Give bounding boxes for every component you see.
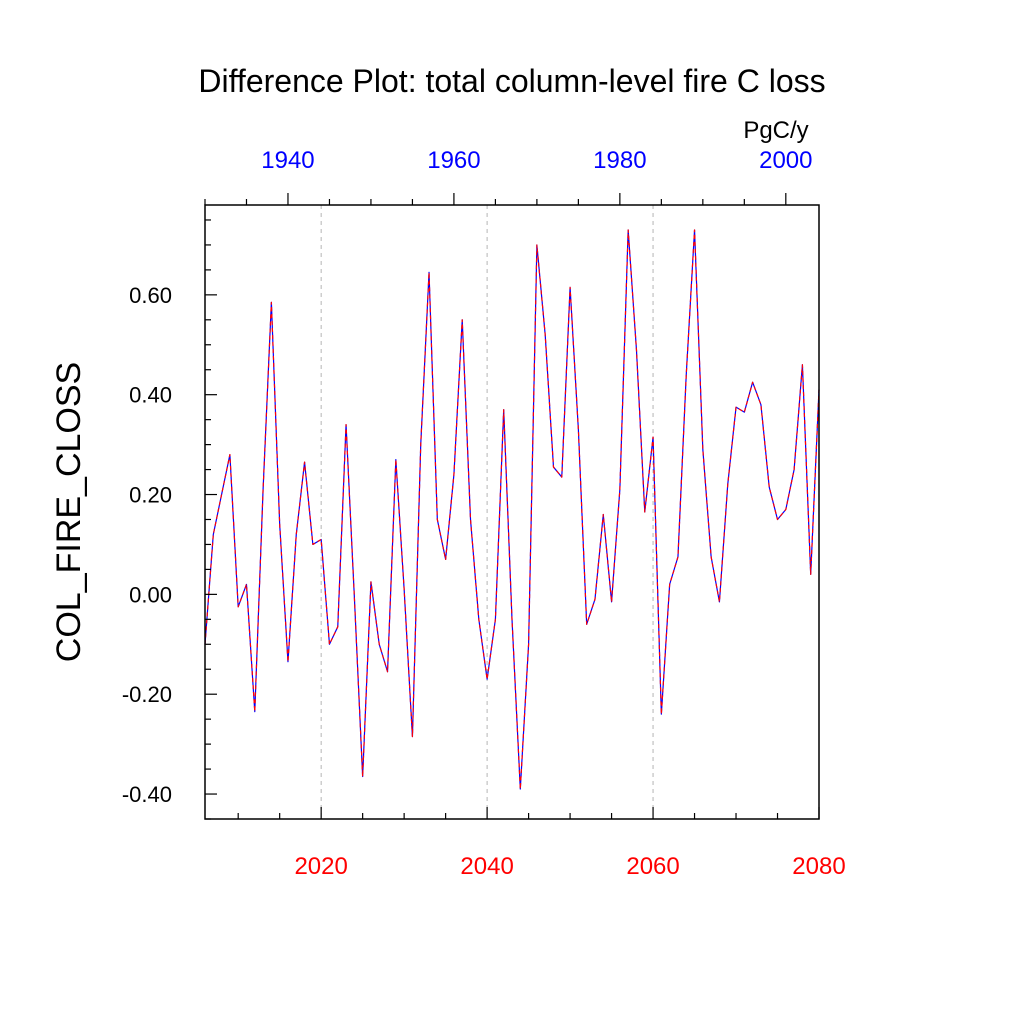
bottom-tick-label: 2060 <box>626 853 679 880</box>
grid-lines <box>320 205 654 819</box>
units-label: PgC/y <box>743 117 808 144</box>
y-tick-label: -0.40 <box>122 782 172 807</box>
axis-ticks <box>204 193 820 820</box>
tick-labels: 2020 2040 2060 2080 1940 1960 1980 2000 -0.40 -0.… <box>122 147 846 880</box>
series-line <box>204 229 820 790</box>
y-tick-label: -0.20 <box>122 682 172 707</box>
bottom-tick-label: 2080 <box>792 853 845 880</box>
top-tick-label: 1980 <box>593 147 646 174</box>
y-axis-label: COL_FIRE_CLOSS <box>50 362 88 662</box>
y-tick-label: 0.60 <box>129 283 172 308</box>
top-tick-label: 2000 <box>759 147 812 174</box>
y-tick-label: 0.00 <box>129 582 172 607</box>
plot-frame <box>204 204 820 820</box>
y-tick-label: 0.20 <box>129 483 172 508</box>
top-tick-label: 1960 <box>427 147 480 174</box>
bottom-tick-label: 2020 <box>294 853 347 880</box>
y-tick-label: 0.40 <box>129 383 172 408</box>
series-line <box>204 229 820 790</box>
bottom-tick-label: 2040 <box>460 853 513 880</box>
top-tick-label: 1940 <box>261 147 314 174</box>
series-layer <box>204 229 820 790</box>
chart-title: Difference Plot: total column-level fire… <box>198 63 825 99</box>
